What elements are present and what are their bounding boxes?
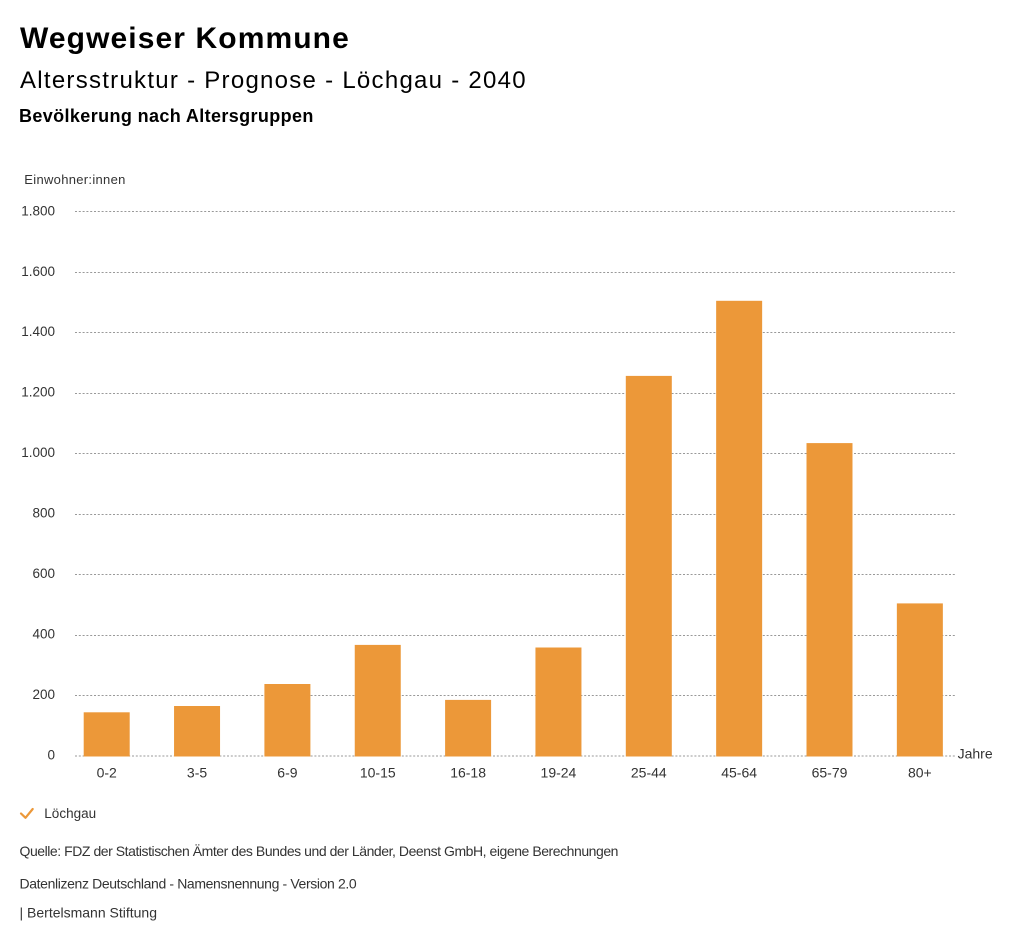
svg-text:200: 200	[32, 687, 55, 702]
svg-text:Bevölkerung nach Altersgruppen: Bevölkerung nach Altersgruppen	[19, 106, 314, 126]
svg-text:600: 600	[32, 566, 55, 581]
svg-text:Löchgau: Löchgau	[44, 806, 96, 821]
svg-text:400: 400	[32, 627, 55, 642]
svg-text:Einwohner:innen: Einwohner:innen	[24, 172, 125, 187]
svg-text:0-2: 0-2	[97, 765, 117, 781]
svg-text:800: 800	[32, 506, 55, 521]
svg-text:Wegweiser Kommune: Wegweiser Kommune	[20, 22, 350, 55]
svg-text:Quelle: FDZ der Statistischen: Quelle: FDZ der Statistischen Ämter des …	[20, 843, 619, 859]
svg-text:1.400: 1.400	[21, 324, 55, 339]
svg-text:80+: 80+	[908, 765, 932, 781]
svg-text:1.800: 1.800	[21, 203, 55, 218]
svg-text:25-44: 25-44	[631, 765, 667, 781]
svg-text:16-18: 16-18	[450, 765, 486, 781]
svg-text:19-24: 19-24	[541, 765, 577, 781]
svg-text:45-64: 45-64	[721, 765, 757, 781]
svg-text:1.200: 1.200	[21, 385, 55, 400]
svg-text:| Bertelsmann Stiftung: | Bertelsmann Stiftung	[20, 905, 157, 921]
svg-text:Altersstruktur - Prognose - Lö: Altersstruktur - Prognose - Löchgau - 20…	[20, 67, 527, 94]
svg-text:1.600: 1.600	[21, 264, 55, 279]
svg-text:6-9: 6-9	[277, 765, 297, 781]
svg-text:Jahre: Jahre	[958, 746, 993, 762]
svg-text:1.000: 1.000	[21, 445, 55, 460]
svg-text:0: 0	[47, 748, 55, 763]
svg-text:10-15: 10-15	[360, 765, 396, 781]
svg-text:65-79: 65-79	[812, 765, 848, 781]
svg-text:3-5: 3-5	[187, 765, 207, 781]
svg-text:Datenlizenz Deutschland - Name: Datenlizenz Deutschland - Namensnennung …	[20, 875, 357, 891]
